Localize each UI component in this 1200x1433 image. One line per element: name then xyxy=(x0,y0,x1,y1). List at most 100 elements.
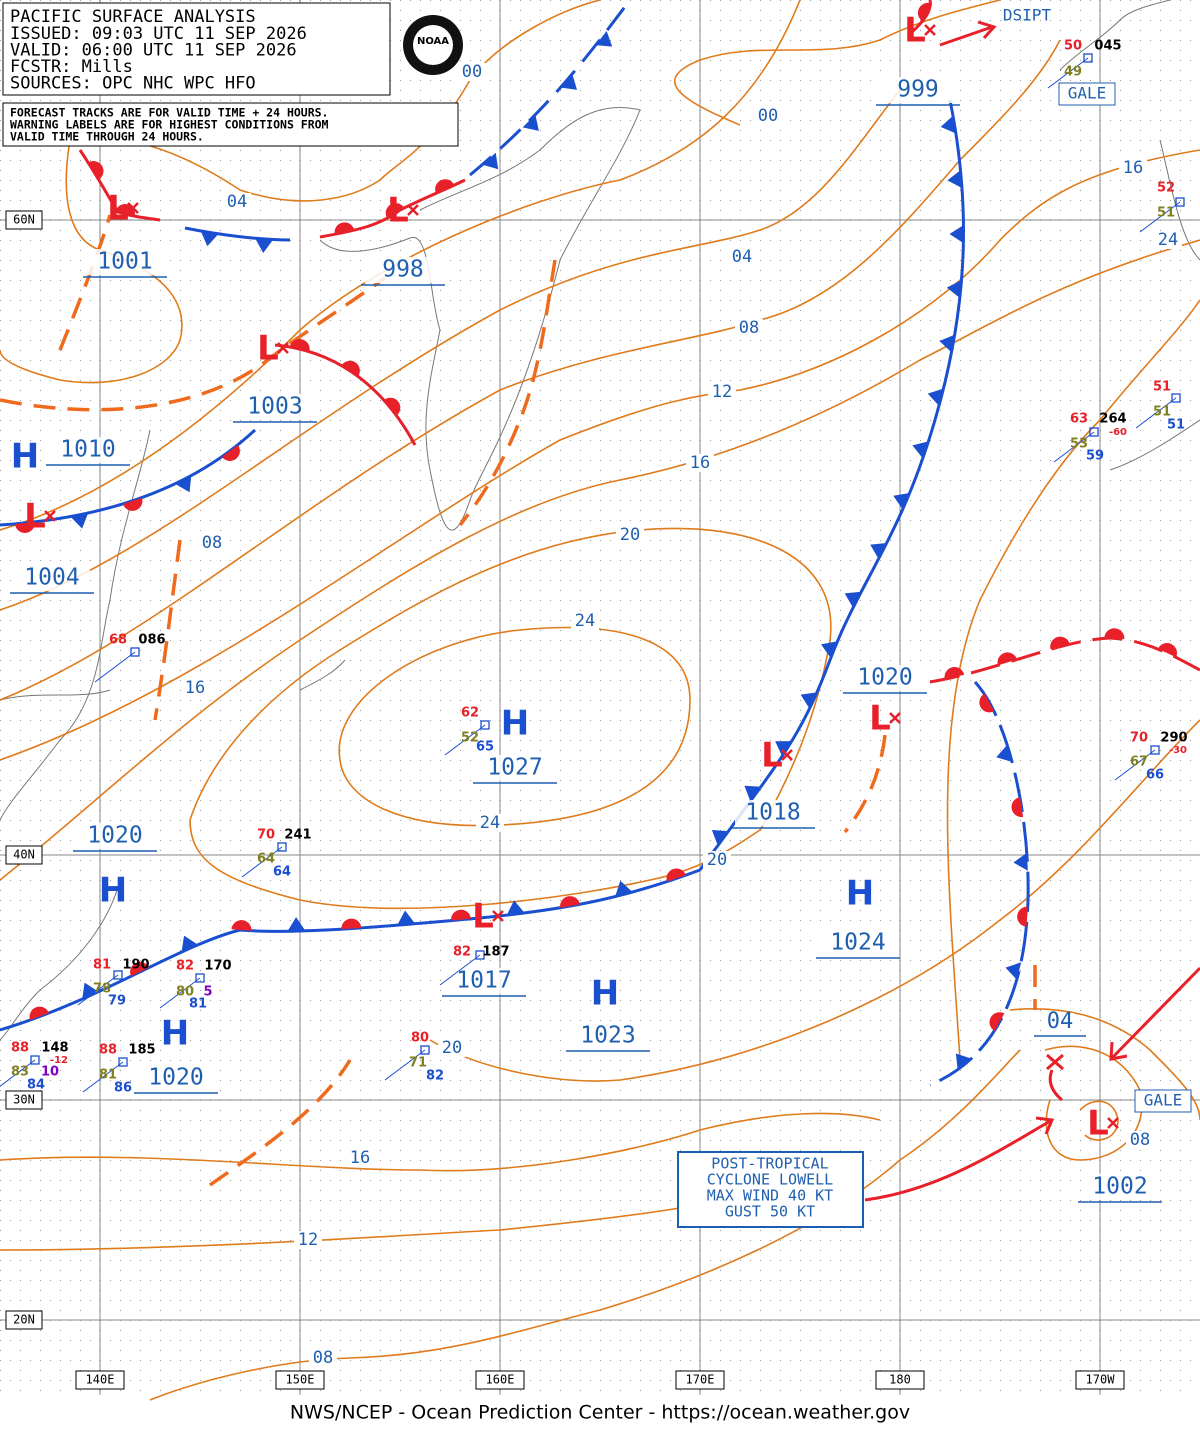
isobar-label-bg xyxy=(708,383,736,401)
station-value: 86 xyxy=(114,1081,132,1096)
cold-front-symbol xyxy=(940,115,956,134)
fronts xyxy=(0,0,1200,1087)
isobar-label: 08 xyxy=(1130,1130,1150,1150)
semicircle xyxy=(944,667,965,680)
warm-front-symbol xyxy=(88,161,104,180)
front-line xyxy=(929,636,1200,684)
triangle xyxy=(1005,962,1022,980)
front-line xyxy=(274,343,417,446)
warm-front-symbol xyxy=(231,920,252,931)
isobar-label-bg xyxy=(1046,1013,1074,1031)
station-icon xyxy=(130,647,140,657)
low-symbol: L xyxy=(257,329,279,369)
triangle xyxy=(800,692,818,709)
lon-label-box xyxy=(875,1370,925,1390)
warm-front-symbol xyxy=(944,667,965,680)
isobar-label: 24 xyxy=(1158,230,1178,250)
semicircle xyxy=(666,868,686,882)
station-value: 59 xyxy=(1086,449,1104,464)
isobar-label-bg xyxy=(309,1349,337,1367)
pressure-value: 1017 xyxy=(456,968,511,994)
isobar-label-bg xyxy=(476,814,504,832)
station-value: 67 xyxy=(1130,755,1148,770)
station-icon xyxy=(1083,53,1093,63)
semicircle xyxy=(334,222,355,235)
semicircle xyxy=(917,2,933,22)
isobar-label-bg xyxy=(294,1231,322,1249)
high-symbol: H xyxy=(591,974,619,1014)
warm-front-symbol xyxy=(1017,906,1028,927)
storm-box-line: GUST 50 KT xyxy=(725,1203,815,1221)
semicircle xyxy=(384,397,401,416)
high-symbol: H xyxy=(161,1014,189,1054)
high-symbol: H xyxy=(99,871,127,911)
cold-front-symbol xyxy=(1005,962,1022,980)
isobar-label-bg xyxy=(1126,1131,1154,1149)
station-value: 5 xyxy=(203,985,212,1000)
warning-label: GALE xyxy=(1068,84,1107,103)
semicircle xyxy=(29,1006,49,1021)
triangle xyxy=(947,170,963,189)
station-value: 84 xyxy=(27,1078,45,1093)
cold-front-symbol xyxy=(255,238,274,253)
value-bg xyxy=(77,823,153,849)
triangle xyxy=(82,982,99,1000)
isobar-label-bg xyxy=(198,534,226,552)
isobar-label: 04 xyxy=(732,247,752,267)
triangle xyxy=(522,114,539,131)
station-icon xyxy=(113,970,123,980)
triangle xyxy=(940,115,956,134)
front-line xyxy=(0,428,257,527)
warning-label: GALE xyxy=(1144,1091,1183,1110)
header-line: FCSTR: Mills xyxy=(10,57,133,77)
warm-front-symbol xyxy=(435,179,455,194)
warm-front-symbol xyxy=(1104,628,1125,640)
storm-box-line: CYCLONE LOWELL xyxy=(707,1171,833,1189)
station-value: 49 xyxy=(1064,65,1082,80)
station-value: 10 xyxy=(41,1065,59,1080)
lon-label-box xyxy=(475,1370,525,1390)
value-bg xyxy=(365,257,441,283)
warm-front-symbol xyxy=(341,918,362,930)
wind-barb xyxy=(1053,431,1095,463)
station-value: 51 xyxy=(1153,380,1171,395)
station-value: 62 xyxy=(461,706,479,721)
warm-front-symbol xyxy=(289,339,310,352)
pressure-value: 1003 xyxy=(247,394,302,420)
warning-box xyxy=(1058,82,1116,106)
isobar-label: 08 xyxy=(739,318,759,338)
station-value: 264 xyxy=(1099,412,1126,427)
warm-front-symbol xyxy=(451,909,471,921)
pressure-value: 1001 xyxy=(97,249,152,275)
triangle xyxy=(946,280,962,298)
station-value: 68 xyxy=(109,633,127,648)
lat-label-box xyxy=(5,845,43,865)
value-bg xyxy=(820,930,896,956)
triangle xyxy=(200,231,219,247)
cold-front-symbol xyxy=(181,935,199,953)
station-value: 52 xyxy=(1157,181,1175,196)
value-bg xyxy=(87,249,163,275)
pressure-value: 1010 xyxy=(60,437,115,463)
cold-front-symbol xyxy=(927,388,944,406)
isobar-label: 20 xyxy=(707,850,727,870)
cold-front-symbol xyxy=(955,1053,972,1071)
low-x xyxy=(924,24,936,36)
station-icon xyxy=(475,950,485,960)
semicircle xyxy=(997,652,1018,666)
isobar-label: 08 xyxy=(313,1348,333,1368)
pressure-value: 1018 xyxy=(745,800,800,826)
triangle xyxy=(955,1053,972,1071)
low-symbol: L xyxy=(904,11,926,51)
semicircle xyxy=(130,961,150,977)
cold-front-symbol xyxy=(522,114,539,131)
semicircle xyxy=(451,909,471,921)
station-value: 70 xyxy=(1130,731,1148,746)
low-symbol: L xyxy=(472,897,494,937)
note-line: WARNING LABELS ARE FOR HIGHEST CONDITION… xyxy=(10,118,329,132)
cold-front-symbol xyxy=(506,900,525,916)
lat-label-box xyxy=(5,1310,43,1330)
station-value: 045 xyxy=(1094,39,1121,54)
triangle xyxy=(870,542,887,560)
semicircle xyxy=(122,497,143,511)
